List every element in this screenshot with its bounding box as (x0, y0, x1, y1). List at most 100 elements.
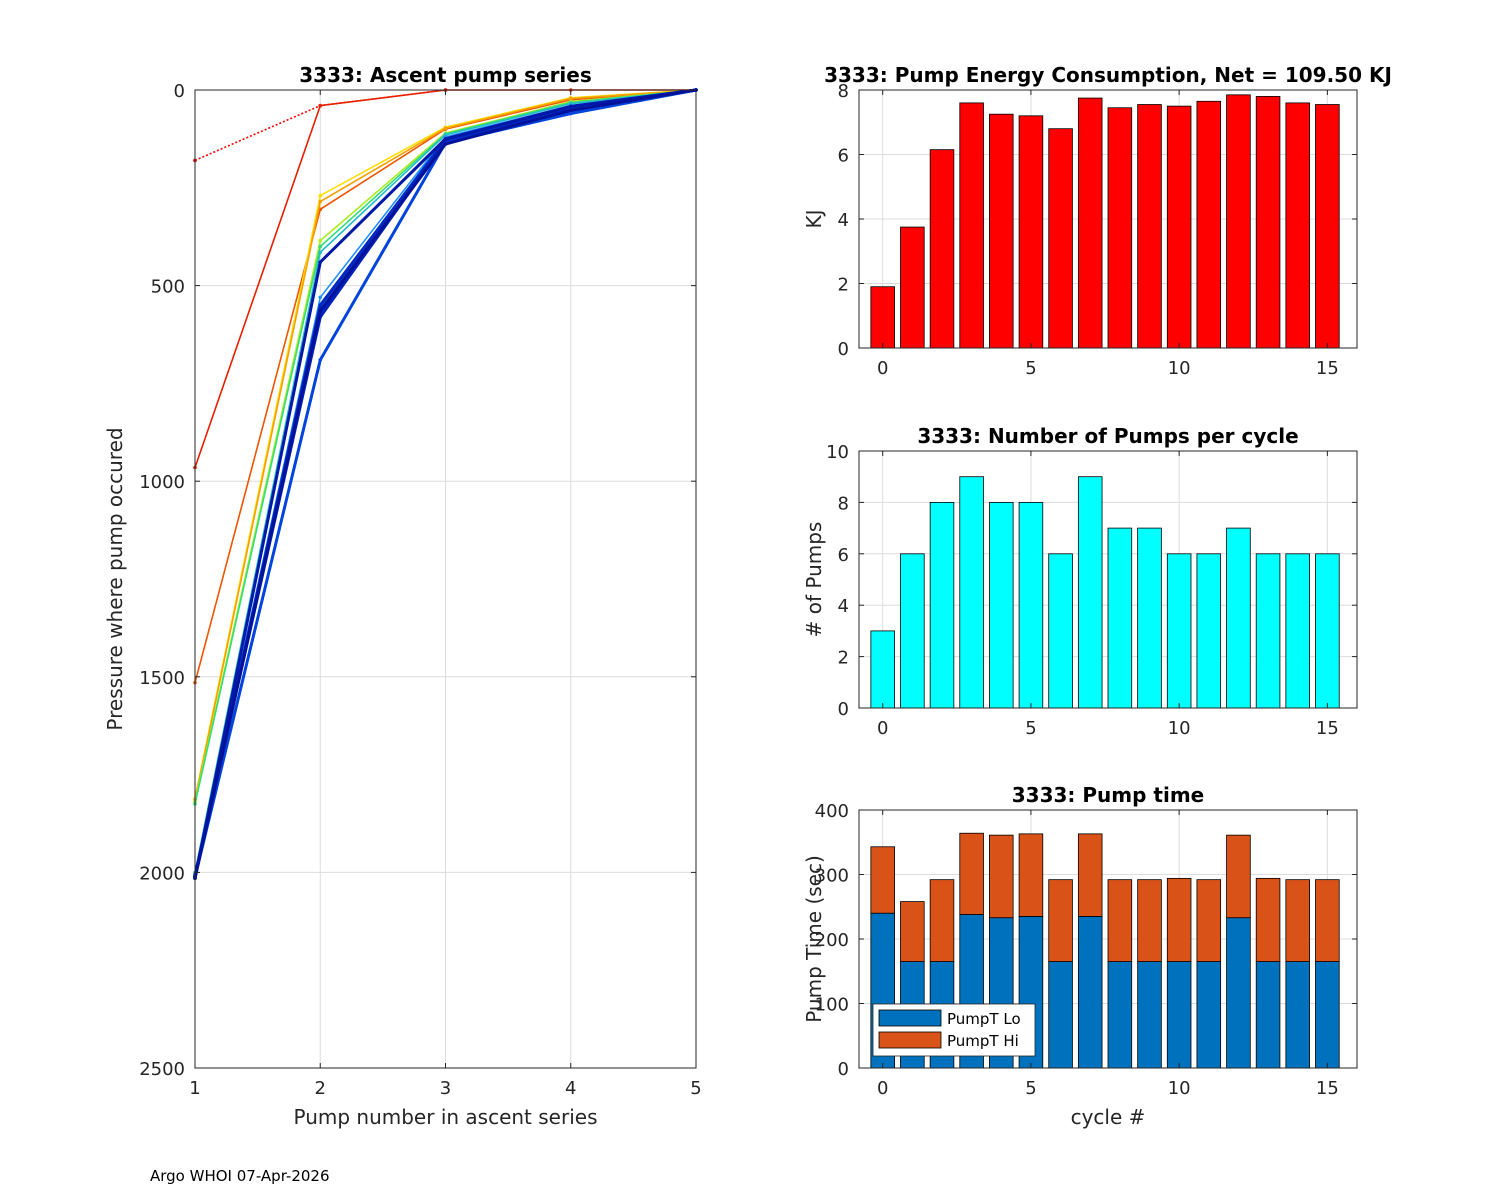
bar-pumpt-lo (1137, 961, 1162, 1069)
bar (1137, 527, 1162, 709)
x-tick-label: 10 (1168, 358, 1191, 379)
y-tick-label: 0 (838, 1059, 849, 1080)
y-tick-label: 300 (815, 866, 849, 887)
series-point (443, 126, 448, 131)
series-point (568, 104, 573, 109)
y-axis-label: # of Pumps (802, 522, 826, 638)
bar (1285, 553, 1310, 709)
x-tick-label: 10 (1168, 718, 1191, 739)
legend-swatch (878, 1009, 942, 1027)
bar-pumpt-hi (1196, 879, 1222, 962)
x-tick-label: 4 (565, 1078, 576, 1099)
bar (1226, 94, 1251, 349)
bar (1226, 527, 1251, 709)
bar (1196, 100, 1222, 349)
bar-pumpt-hi (900, 901, 925, 962)
bar (929, 149, 955, 349)
bar-pumpt-hi (1018, 833, 1044, 917)
y-tick-label: 2000 (139, 863, 185, 884)
bar-pumpt-hi (1226, 834, 1251, 919)
bar (1166, 105, 1192, 349)
series-point (318, 250, 323, 255)
bar-pumpt-lo (1255, 961, 1281, 1069)
y-tick-label: 2 (838, 648, 849, 669)
legend-swatch (878, 1031, 942, 1049)
bar-pumpt-hi (959, 832, 984, 915)
x-tick-label: 5 (1025, 1078, 1036, 1099)
y-tick-label: 1000 (139, 472, 185, 493)
bar-pumpt-lo (1166, 961, 1192, 1069)
chart-title: 3333: Pump Energy Consumption, Net = 109… (824, 63, 1392, 87)
x-tick-label: 5 (690, 1078, 701, 1099)
bar-pumpt-hi (1255, 877, 1281, 962)
x-tick-label: 1 (189, 1078, 200, 1099)
bar-pumpt-lo (1196, 961, 1222, 1069)
bar (1255, 553, 1281, 709)
series-point (318, 303, 323, 307)
series-point (318, 238, 323, 243)
x-tick-label: 2 (315, 1078, 326, 1099)
y-tick-label: 200 (815, 930, 849, 951)
series-point (443, 142, 448, 146)
x-tick-label: 15 (1316, 358, 1339, 379)
bar-pumpt-lo (1077, 916, 1103, 1069)
x-tick-label: 5 (1025, 718, 1036, 739)
y-tick-label: 500 (151, 277, 185, 298)
bar (989, 501, 1014, 709)
x-axis-label: Pump number in ascent series (293, 1105, 597, 1129)
bar (989, 113, 1014, 349)
y-axis-label: Pump Time (sec) (802, 855, 826, 1023)
y-tick-label: 100 (815, 995, 849, 1016)
bar (959, 476, 984, 709)
bar-pumpt-hi (1137, 879, 1162, 962)
bar-pumpt-hi (1077, 833, 1103, 917)
legend-label: PumpT Hi (947, 1032, 1019, 1050)
series-point (318, 103, 323, 108)
bar-pumpt-lo (1048, 961, 1073, 1069)
bar-pumpt-lo (1226, 917, 1251, 1069)
series-point (318, 260, 323, 264)
series-point (568, 96, 573, 101)
bar-pumpt-lo (1315, 961, 1340, 1069)
y-tick-label: 8 (838, 493, 849, 514)
y-tick-label: 8 (838, 81, 849, 102)
bar (1255, 96, 1281, 349)
bar (870, 630, 895, 709)
bar (900, 226, 925, 349)
bar-pumpt-lo (1107, 961, 1133, 1069)
bar (870, 286, 895, 349)
y-tick-label: 2500 (139, 1059, 185, 1080)
series-point (318, 199, 323, 204)
bar (1315, 104, 1340, 349)
series-point (318, 295, 323, 300)
series-point (568, 111, 573, 116)
bar (1315, 553, 1340, 709)
bar-pumpt-hi (1048, 879, 1073, 962)
bar (1137, 104, 1162, 349)
y-tick-label: 6 (838, 146, 849, 167)
x-tick-label: 0 (877, 358, 888, 379)
bar (1166, 553, 1192, 709)
bar-pumpt-hi (870, 846, 895, 914)
series-point (318, 244, 323, 249)
y-tick-label: 0 (174, 81, 185, 102)
x-tick-label: 5 (1025, 358, 1036, 379)
x-tick-label: 15 (1316, 718, 1339, 739)
series-point (443, 137, 448, 141)
bar-pumpt-hi (1166, 877, 1192, 962)
chart-title: 3333: Ascent pump series (299, 63, 592, 87)
y-tick-label: 10 (826, 442, 849, 463)
bar (1285, 102, 1310, 349)
bar (1048, 553, 1073, 709)
bar (1196, 553, 1222, 709)
x-tick-label: 10 (1168, 1078, 1191, 1099)
y-tick-label: 4 (838, 210, 849, 231)
bar (1077, 97, 1103, 349)
bar (929, 501, 955, 709)
bar (1077, 476, 1103, 709)
series-point (318, 358, 323, 362)
bar (959, 102, 984, 349)
bar (1107, 107, 1133, 349)
x-axis-label: cycle # (1071, 1105, 1146, 1129)
y-tick-label: 0 (838, 699, 849, 720)
